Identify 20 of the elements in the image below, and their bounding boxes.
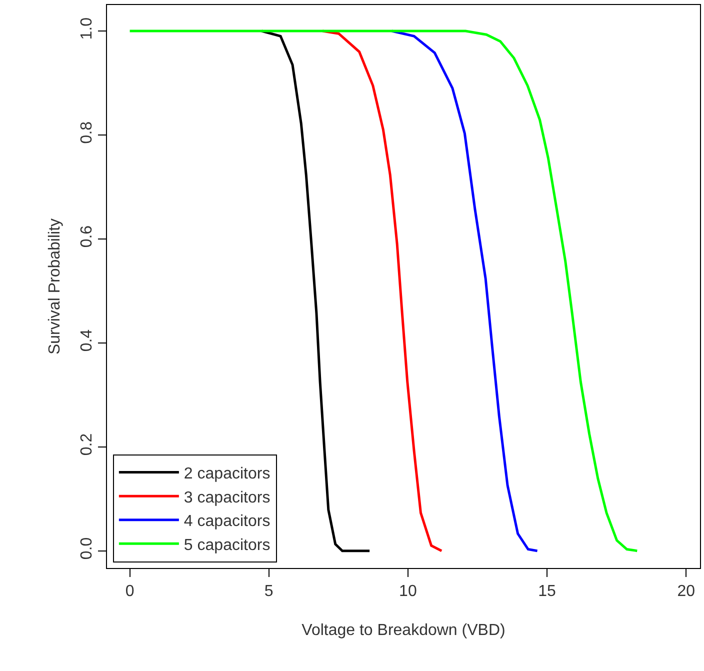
- y-tick-label: 0.2: [78, 433, 96, 456]
- x-tick-label: 10: [399, 583, 417, 600]
- legend-label: 4 capacitors: [184, 513, 270, 530]
- y-tick-label: 0.6: [78, 225, 96, 248]
- x-tick-label: 5: [264, 583, 274, 600]
- legend-label: 5 capacitors: [184, 536, 270, 554]
- x-tick-label: 0: [125, 583, 134, 600]
- line-series: [390, 30, 539, 552]
- line-series: [128, 30, 638, 552]
- legend-label: 2 capacitors: [184, 466, 270, 483]
- y-tick-label: 0.8: [78, 121, 96, 144]
- x-tick-label: 15: [538, 583, 556, 600]
- x-axis-title: Voltage to Breakdown (VBD): [302, 622, 506, 639]
- y-tick-label: 0.4: [78, 329, 96, 352]
- x-tick-label: 20: [677, 583, 696, 600]
- y-tick-label: 1.0: [78, 17, 96, 40]
- y-axis-title: Survival Probability: [46, 218, 64, 355]
- y-tick-label: 0.0: [78, 537, 96, 560]
- legend-label: 3 capacitors: [184, 489, 270, 506]
- line-series: [321, 30, 443, 552]
